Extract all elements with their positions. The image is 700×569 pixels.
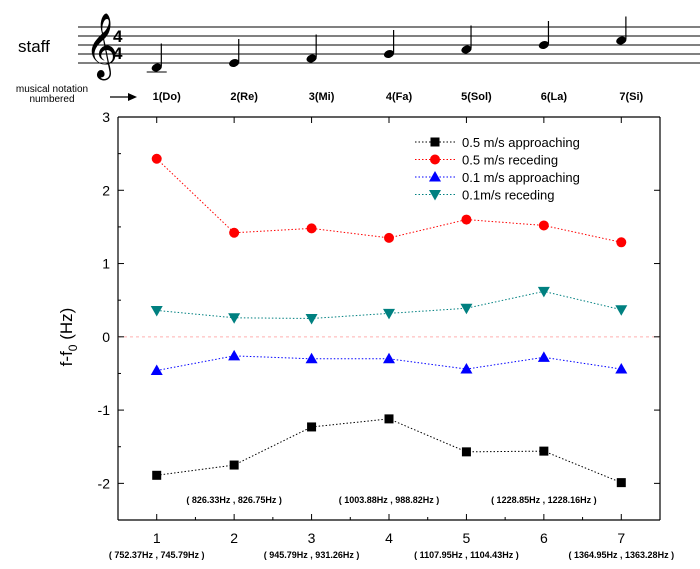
data-point (228, 349, 241, 361)
x-tick-label: 6 (540, 530, 548, 546)
x-tick-label: 4 (385, 530, 393, 546)
notation-items: 1(Do) 2(Re) 3(Mi) 4(Fa) 5(Sol) 6(La) 7(Si) (153, 91, 644, 103)
time-signature-top: 4 (113, 27, 123, 46)
staff: staff 𝄞 4 4 (18, 13, 700, 80)
data-point (538, 220, 549, 231)
data-point (460, 303, 473, 315)
data-point (615, 305, 628, 316)
staff-note-4 (383, 50, 395, 58)
notation-item: 5(Sol) (461, 91, 492, 103)
staff-note-6 (538, 41, 549, 49)
series-1 (151, 153, 627, 248)
data-point (383, 308, 395, 320)
x-tick-label: 5 (463, 530, 471, 546)
data-point (461, 214, 472, 225)
staff-notes (146, 16, 627, 73)
staff-lines (78, 26, 700, 64)
data-point (305, 352, 318, 364)
frequency-pair-lower: ( 1107.95Hz , 1104.43Hz ) (414, 550, 519, 560)
data-point (384, 414, 394, 424)
data-point (306, 223, 317, 234)
data-point (460, 363, 473, 374)
series-line (156, 418, 622, 484)
numbered-notation: musical notation numbered 1(Do) 2(Re) 3(Mi… (16, 84, 644, 105)
y-tick-label: 1 (102, 256, 110, 272)
data-point (384, 232, 394, 243)
data-point (537, 351, 550, 362)
legend-marker (429, 190, 441, 201)
time-signature-bottom: 4 (113, 44, 123, 63)
data-point (383, 352, 395, 364)
notation-item: 6(La) (541, 91, 568, 103)
data-point (305, 314, 318, 325)
plot-area: 1 2 3 4 5 6 7 -2 -1 0 1 2 3 (98, 109, 661, 546)
notation-item: 7(Si) (619, 91, 643, 103)
y-tick-label: 2 (102, 182, 110, 198)
series-2 (150, 349, 628, 376)
notation-item: 3(Mi) (309, 91, 335, 103)
legend-label: 0.1m/s receding (462, 188, 555, 203)
staff-note-5 (461, 45, 472, 54)
legend-label: 0.5 m/s approaching (462, 135, 580, 150)
legend-marker (429, 171, 441, 182)
data-point (229, 460, 239, 470)
legend-marker (430, 154, 440, 165)
frequency-pair-lower: ( 1364.95Hz , 1363.28Hz ) (569, 550, 675, 560)
staff-note-7 (616, 36, 627, 45)
data-point (150, 305, 163, 317)
x-tick-label: 1 (153, 530, 161, 546)
series-3 (150, 286, 628, 325)
x-tick-label: 7 (617, 530, 625, 546)
staff-note-1 (151, 63, 162, 72)
data-point (152, 470, 162, 480)
data-point (229, 227, 240, 238)
frequency-pair-lower: ( 752.37Hz , 745.79Hz ) (109, 550, 205, 560)
y-axis-label: f-f0 (Hz) (57, 308, 80, 367)
notation-label-line2: numbered (29, 94, 74, 105)
y-tick-label: 0 (102, 329, 110, 345)
arrow-right-icon (110, 93, 137, 101)
staff-note-2 (229, 59, 240, 67)
data-point (461, 447, 471, 457)
staff-label: staff (18, 37, 50, 56)
data-point (616, 237, 627, 248)
data-point (151, 153, 162, 164)
frequency-pair-upper: ( 1228.85Hz , 1228.16Hz ) (491, 495, 597, 505)
y-tick-label: -1 (98, 402, 111, 418)
data-point (539, 446, 549, 456)
data-point (228, 313, 241, 324)
x-tick-label: 2 (230, 530, 238, 546)
notation-item: 4(Fa) (386, 91, 413, 103)
data-point (307, 422, 317, 432)
x-tick-label: 3 (308, 530, 316, 546)
notation-item: 2(Re) (230, 91, 258, 103)
data-point (150, 364, 163, 376)
frequency-pair-lower: ( 945.79Hz , 931.26Hz ) (264, 550, 360, 560)
y-tick-label: 3 (102, 109, 110, 125)
series-0 (152, 414, 626, 488)
y-tick-label: -2 (98, 475, 111, 491)
legend-marker (430, 137, 440, 147)
legend-label: 0.1 m/s approaching (462, 170, 580, 185)
data-point (615, 363, 628, 374)
data-point (616, 478, 626, 488)
notation-item: 1(Do) (153, 91, 181, 103)
frequency-pair-upper: ( 1003.88Hz , 988.82Hz ) (339, 495, 440, 505)
frequency-pair-labels: ( 826.33Hz , 826.75Hz ) ( 1003.88Hz , 988… (109, 495, 674, 560)
staff-note-3 (306, 54, 317, 63)
notation-label-line1: musical notation (16, 84, 88, 95)
frequency-pair-upper: ( 826.33Hz , 826.75Hz ) (186, 495, 282, 505)
treble-clef-icon: 𝄞 (85, 13, 118, 80)
legend-label: 0.5 m/s receding (462, 153, 558, 168)
legend: 0.5 m/s approaching 0.5 m/s receding 0.1 m… (415, 135, 580, 203)
data-point (537, 286, 550, 298)
